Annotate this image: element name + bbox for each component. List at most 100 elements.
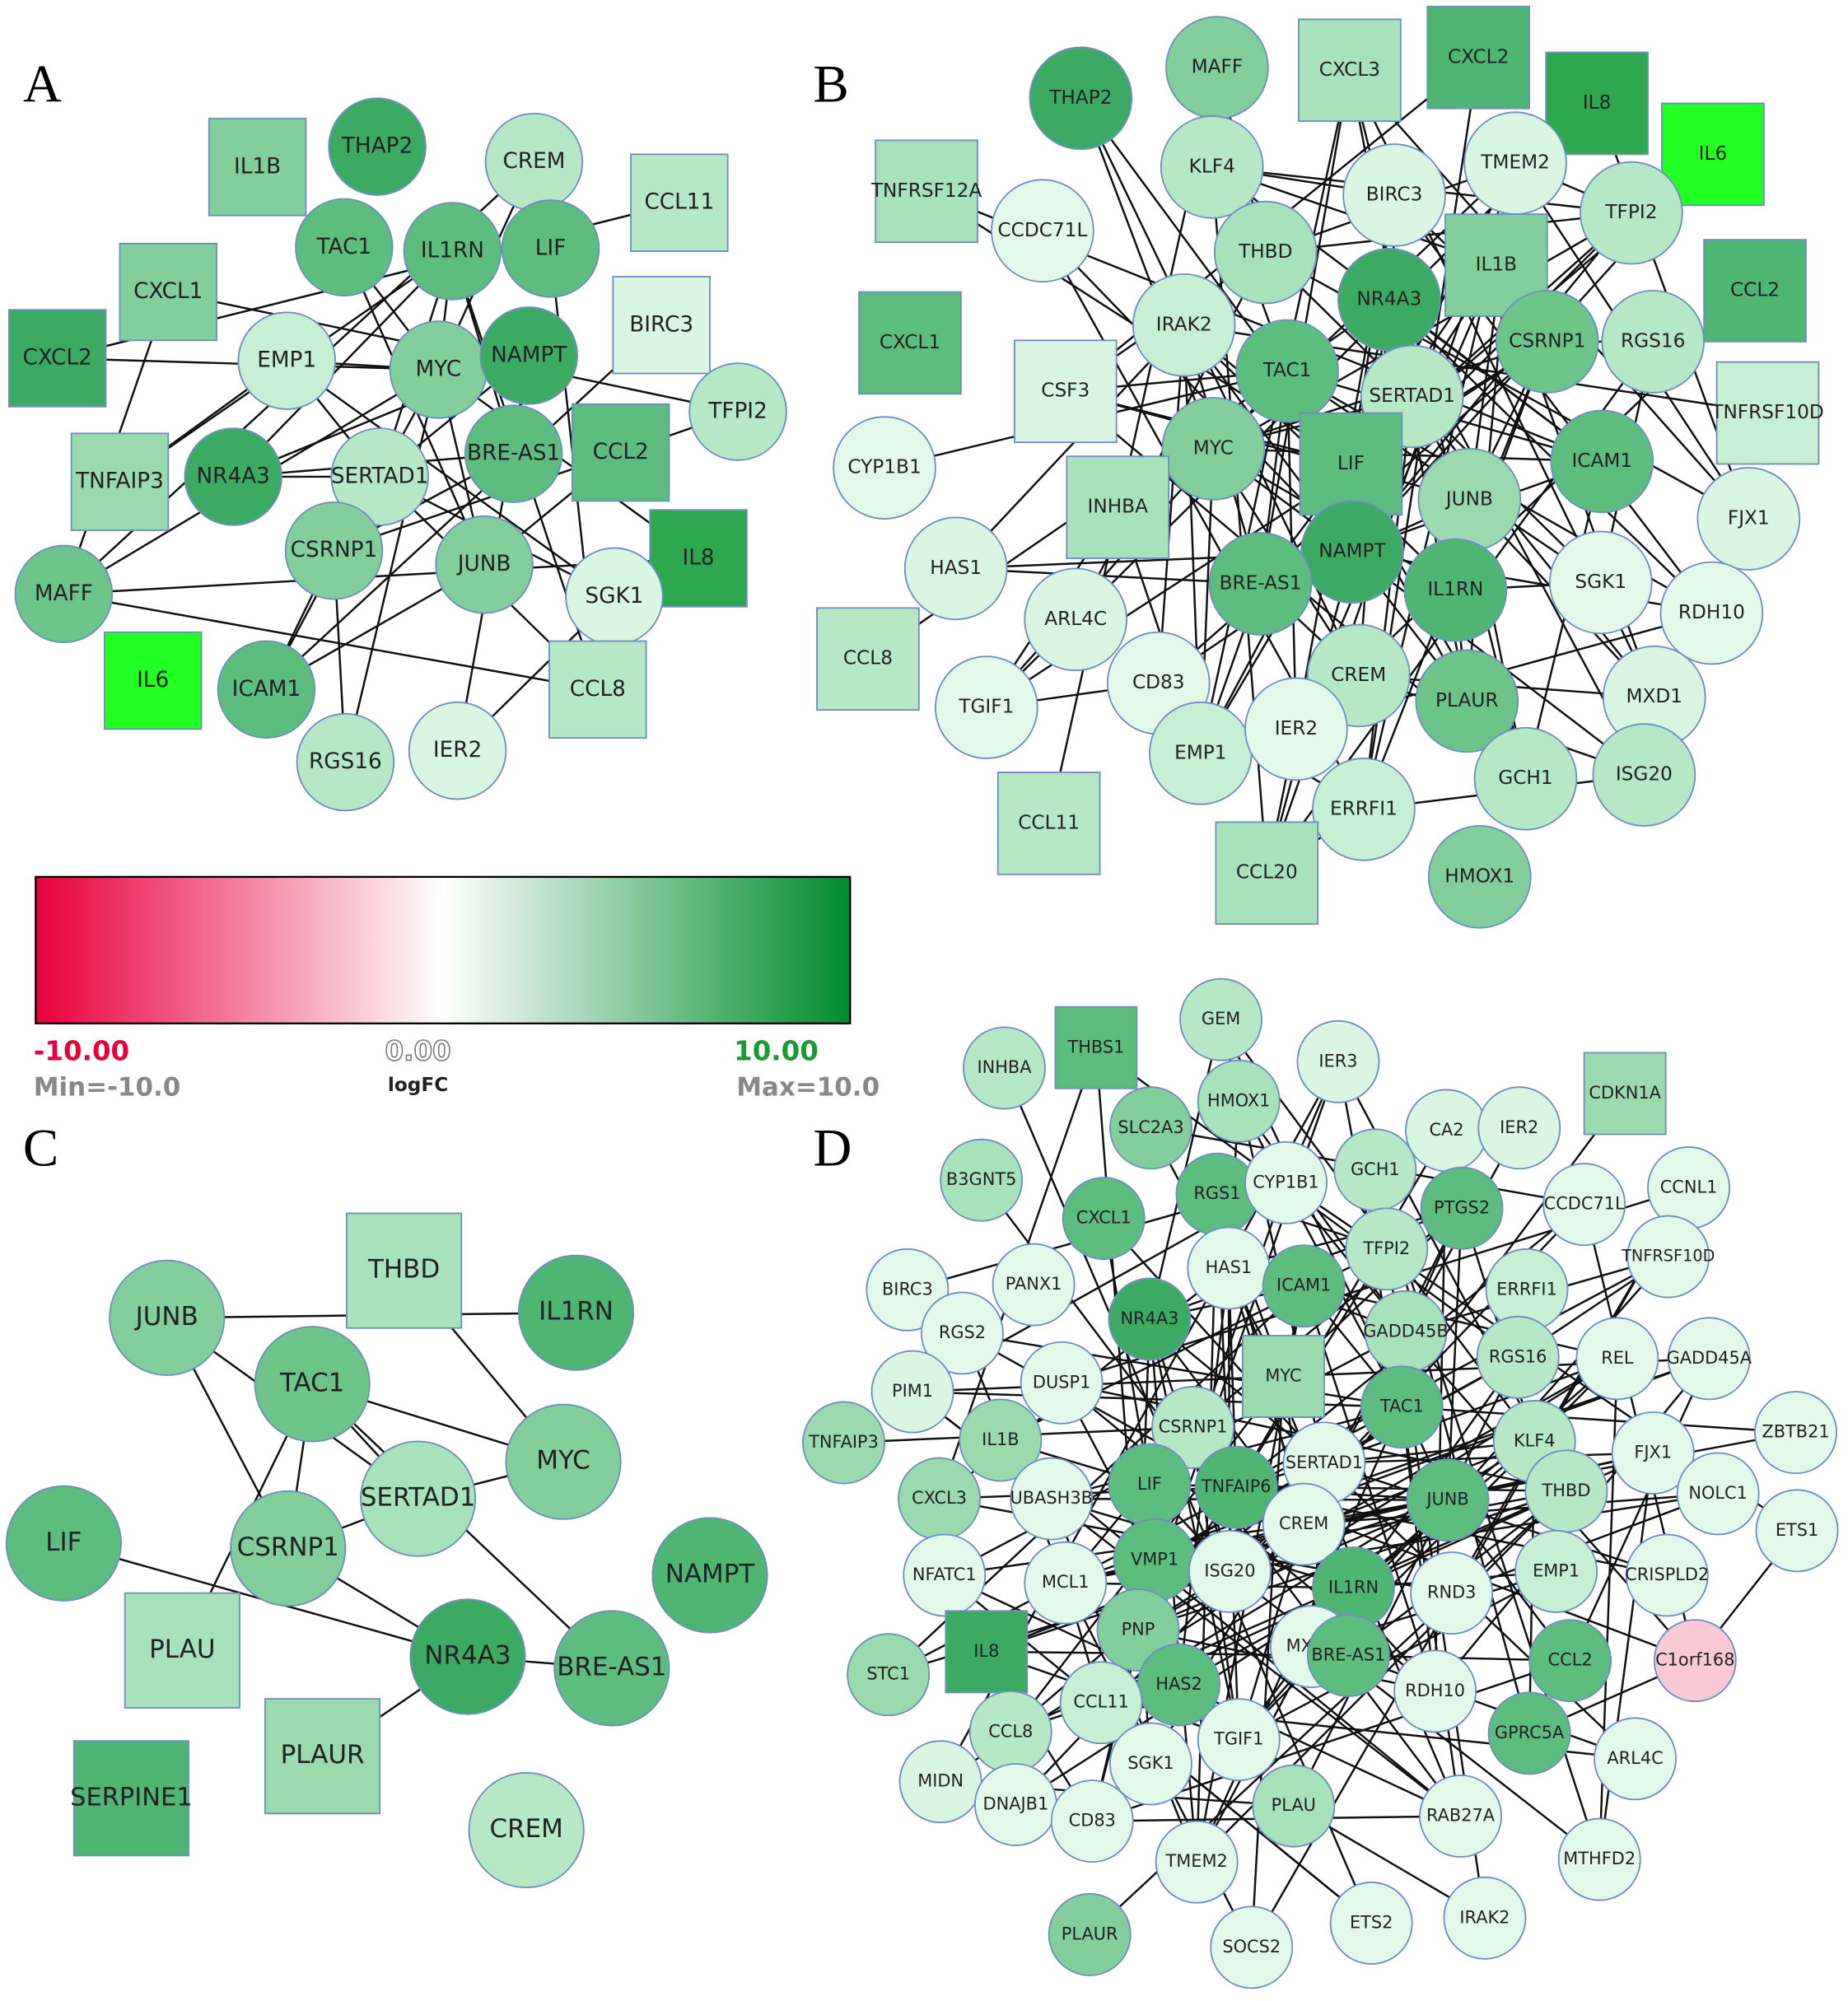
edge <box>1323 1462 1668 1577</box>
node-label: CSRNP1 <box>1509 329 1585 352</box>
node-label: JUNB <box>1425 1490 1468 1509</box>
node-label: CXCL3 <box>1319 58 1380 81</box>
node-label: TNFAIP6 <box>1201 1476 1272 1496</box>
node-label: CCL11 <box>1073 1692 1128 1712</box>
node-circle <box>1024 567 1127 672</box>
node-square <box>119 242 218 342</box>
node-label: SLC2A3 <box>1118 1117 1183 1137</box>
node-circle <box>1048 1892 1132 1976</box>
node-square <box>124 1592 240 1709</box>
node-label: TFPI2 <box>707 399 768 424</box>
node-label: LIF <box>535 236 567 260</box>
node-label: LIF <box>1337 452 1365 474</box>
node-label: TGIF1 <box>1213 1729 1263 1749</box>
node-circle <box>1514 1529 1598 1613</box>
node-label: CXCL2 <box>23 346 92 371</box>
edge <box>1213 447 1603 463</box>
node-label: IL6 <box>137 668 169 693</box>
node-label: B3GNT5 <box>946 1169 1016 1189</box>
edge <box>1524 461 1603 780</box>
node-label: SERTAD1 <box>1286 1453 1363 1472</box>
edge <box>1402 1406 1796 1434</box>
node-circle <box>1197 1698 1281 1782</box>
edge <box>1238 1570 1557 1741</box>
node-label: MYC <box>1193 436 1234 459</box>
node-square <box>996 772 1101 875</box>
node-label: SGK1 <box>585 584 643 609</box>
max-label: 10.00 <box>734 1035 819 1066</box>
node-circle <box>1197 1059 1281 1143</box>
node-label: HAS1 <box>930 557 982 579</box>
edge <box>1569 1358 1710 1662</box>
node-circle <box>1487 1691 1571 1775</box>
node-label: PLAU <box>1272 1795 1316 1815</box>
node-label: PANX1 <box>1006 1274 1062 1294</box>
node-label: FJX1 <box>1728 507 1770 529</box>
node-label: SOCS2 <box>1222 1937 1281 1957</box>
node-label: IL1B <box>234 154 281 179</box>
node-label: BRE-AS1 <box>557 1652 666 1681</box>
node-circle <box>1262 1244 1346 1328</box>
node-circle <box>1024 1541 1108 1625</box>
node-square <box>571 403 670 502</box>
node-square <box>1066 455 1170 559</box>
node-square <box>72 1740 189 1857</box>
edge <box>954 324 1185 570</box>
node-square <box>1703 239 1807 343</box>
node-label: RGS16 <box>1621 329 1685 352</box>
node-label: CYP1B1 <box>847 456 921 478</box>
edge <box>1080 97 1215 450</box>
node-label: TAC1 <box>316 235 372 259</box>
node-label: VMP1 <box>1131 1549 1178 1569</box>
node-label: HAS1 <box>1206 1257 1253 1277</box>
node-label: IL1B <box>1476 254 1517 276</box>
node-circle <box>870 1350 954 1434</box>
node-square <box>1054 1005 1138 1089</box>
node-label: SGK1 <box>1575 571 1626 593</box>
node-circle <box>934 655 1038 759</box>
node-label: CD83 <box>1069 1811 1116 1831</box>
node-circle <box>295 198 394 297</box>
node-label: CREM <box>1331 664 1386 686</box>
node-label: MYC <box>536 1446 590 1476</box>
legend-title: logFC <box>388 1074 448 1096</box>
node-label: JUNB <box>456 552 511 576</box>
node-label: MCL1 <box>1042 1572 1090 1592</box>
node-label: GCH1 <box>1351 1159 1400 1179</box>
node-label: SERTAD1 <box>331 464 429 488</box>
node-label: TMEM2 <box>1165 1851 1228 1871</box>
node-label: SERPINE1 <box>70 1783 192 1812</box>
node-label: IL1RN <box>1427 578 1483 600</box>
node-label: THAP2 <box>1048 86 1112 109</box>
node-label: GADD45A <box>1667 1348 1752 1368</box>
edge <box>1388 298 1713 614</box>
node-circle <box>1415 649 1519 753</box>
node-circle <box>1151 1385 1234 1469</box>
node-label: GCH1 <box>1498 767 1552 789</box>
node-circle <box>1059 1661 1143 1745</box>
node-circle <box>1345 1207 1429 1291</box>
node-label: TAC1 <box>1379 1397 1424 1416</box>
node-circle <box>1360 1365 1444 1449</box>
node-label: NAMPT <box>1318 540 1386 562</box>
node-square <box>612 276 711 375</box>
node-circle <box>1653 1619 1737 1703</box>
node-circle <box>330 427 429 526</box>
node-circle <box>1575 1317 1659 1401</box>
edge <box>1292 1356 1519 1807</box>
node-label: EMP1 <box>257 348 316 373</box>
node-square <box>1241 1335 1325 1418</box>
node-circle <box>1667 1317 1751 1401</box>
node-label: TNFRSF12A <box>870 180 982 202</box>
node-label: PIM1 <box>892 1381 933 1401</box>
node-circle <box>14 544 114 644</box>
node-label: CSRNP1 <box>237 1532 339 1562</box>
node-label: IL6 <box>1699 142 1728 165</box>
node-label: CCNL1 <box>1660 1177 1718 1196</box>
node-label: ISG20 <box>1616 763 1673 786</box>
max-text: Max=10.0 <box>736 1072 880 1102</box>
node-label: RAB27A <box>1426 1805 1496 1825</box>
node-label: RGS1 <box>1193 1183 1240 1203</box>
node-label: CRISPLD2 <box>1625 1565 1709 1584</box>
node-label: BIRC3 <box>882 1279 933 1299</box>
